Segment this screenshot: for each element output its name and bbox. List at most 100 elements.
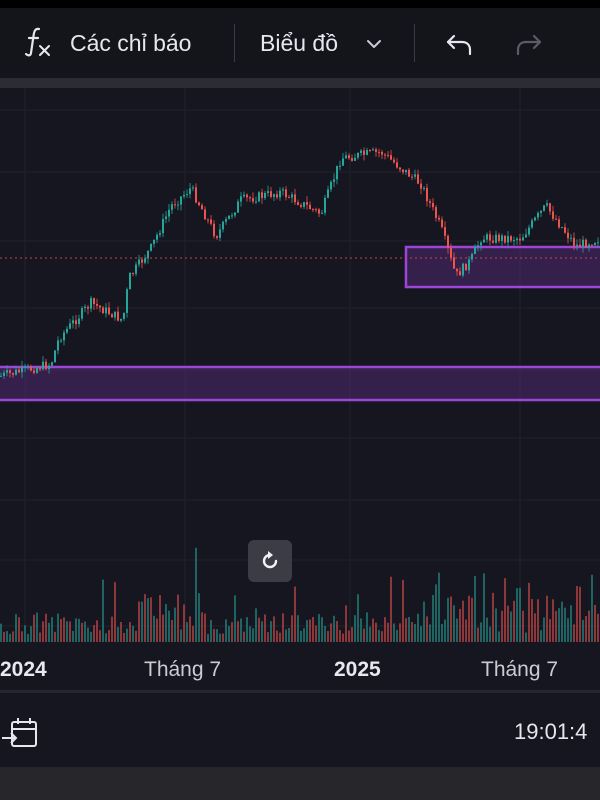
- volume-bar: [513, 600, 515, 642]
- volume-bar: [363, 628, 365, 642]
- candle-body: [348, 155, 350, 159]
- candle-body: [567, 232, 569, 239]
- volume-bar: [123, 632, 125, 642]
- indicators-button[interactable]: Các chỉ báo: [70, 30, 192, 56]
- candle-body: [282, 189, 284, 191]
- volume-bar: [63, 617, 65, 642]
- candle-body: [501, 235, 503, 241]
- volume-bar: [546, 595, 548, 642]
- calendar-goto-icon[interactable]: [2, 716, 40, 752]
- candle-body: [312, 209, 314, 211]
- candle-body: [276, 194, 278, 198]
- candle-body: [492, 240, 494, 243]
- candle-body: [135, 264, 137, 274]
- candle-body: [531, 220, 533, 228]
- candle-body: [297, 202, 299, 205]
- volume-bar: [501, 610, 503, 642]
- volume-bar: [549, 619, 551, 642]
- candle-body: [189, 188, 191, 195]
- volume-bar: [252, 628, 254, 642]
- candle-body: [288, 197, 290, 199]
- volume-bar: [138, 601, 140, 642]
- volume-bar: [366, 612, 368, 642]
- candle-body: [552, 211, 554, 219]
- volume-bar: [450, 596, 452, 642]
- candle-body: [384, 154, 386, 156]
- volume-bar: [132, 625, 134, 642]
- axis-label-july-2024: Tháng 7: [144, 658, 222, 681]
- time-axis[interactable]: 2024 Tháng 7 2025 Tháng 7: [0, 644, 600, 692]
- volume-bar: [228, 625, 230, 642]
- candle-body: [444, 227, 446, 236]
- volume-bar: [87, 627, 89, 642]
- function-fx-icon[interactable]: [22, 24, 56, 58]
- candle-body: [420, 183, 422, 189]
- candle-body: [300, 204, 302, 207]
- reset-chart-button[interactable]: [248, 540, 292, 582]
- candle-body: [267, 191, 269, 193]
- volume-bar: [348, 630, 350, 642]
- volume-bar: [285, 629, 287, 642]
- candle-body: [321, 212, 323, 214]
- candle-body: [207, 219, 209, 221]
- volume-bar: [486, 617, 488, 642]
- undo-icon[interactable]: [444, 30, 474, 58]
- volume-bar: [141, 601, 143, 642]
- candle-body: [378, 151, 380, 153]
- chevron-down-icon[interactable]: [366, 38, 382, 50]
- chart-toolbar: [0, 8, 600, 80]
- candle-body: [555, 218, 557, 220]
- candle-body: [354, 157, 356, 161]
- volume-bar: [36, 612, 38, 642]
- volume-bar: [195, 547, 197, 642]
- volume-bar: [324, 625, 326, 642]
- candle-body: [396, 162, 398, 168]
- volume-bar: [24, 625, 26, 642]
- candle-body: [318, 209, 320, 214]
- candle-body: [234, 212, 236, 216]
- candle-body: [390, 155, 392, 160]
- candle-body: [471, 253, 473, 260]
- candle-body: [279, 190, 281, 198]
- candle-body: [57, 340, 59, 351]
- volume-bar: [273, 616, 275, 642]
- volume-bar: [321, 617, 323, 642]
- candle-body: [486, 234, 488, 240]
- clock-time: 19:01:4: [514, 719, 588, 744]
- volume-bar: [333, 615, 335, 642]
- volume-bar: [168, 610, 170, 642]
- volume-bar: [42, 621, 44, 642]
- volume-bars: [0, 547, 599, 642]
- volume-bar: [570, 605, 572, 642]
- candle-body: [549, 203, 551, 212]
- chart-area[interactable]: [0, 88, 600, 644]
- redo-icon[interactable]: [514, 30, 544, 58]
- candle-body: [216, 236, 218, 238]
- volume-bar: [258, 617, 260, 642]
- volume-bar: [147, 598, 149, 642]
- candle-body: [513, 240, 515, 242]
- candle-body: [99, 305, 101, 308]
- candle-body: [219, 229, 221, 238]
- volume-bar: [327, 631, 329, 642]
- volume-bar: [588, 610, 590, 642]
- candle-body: [504, 235, 506, 243]
- chart-type-button[interactable]: Biểu đồ: [260, 30, 339, 56]
- candle-body: [153, 239, 155, 244]
- volume-bar: [444, 619, 446, 642]
- price-chart[interactable]: [0, 88, 600, 644]
- candle-body: [414, 174, 416, 177]
- volume-bar: [519, 587, 521, 642]
- volume-bar: [567, 618, 569, 642]
- volume-bar: [309, 619, 311, 642]
- candle-body: [96, 304, 98, 306]
- volume-bar: [330, 623, 332, 642]
- candle-body: [357, 152, 359, 158]
- candle-body: [594, 242, 596, 246]
- volume-bar: [105, 633, 107, 642]
- volume-bar: [144, 594, 146, 642]
- volume-bar: [534, 613, 536, 642]
- volume-bar: [594, 604, 596, 642]
- candle-body: [291, 194, 293, 198]
- volume-bar: [351, 627, 353, 642]
